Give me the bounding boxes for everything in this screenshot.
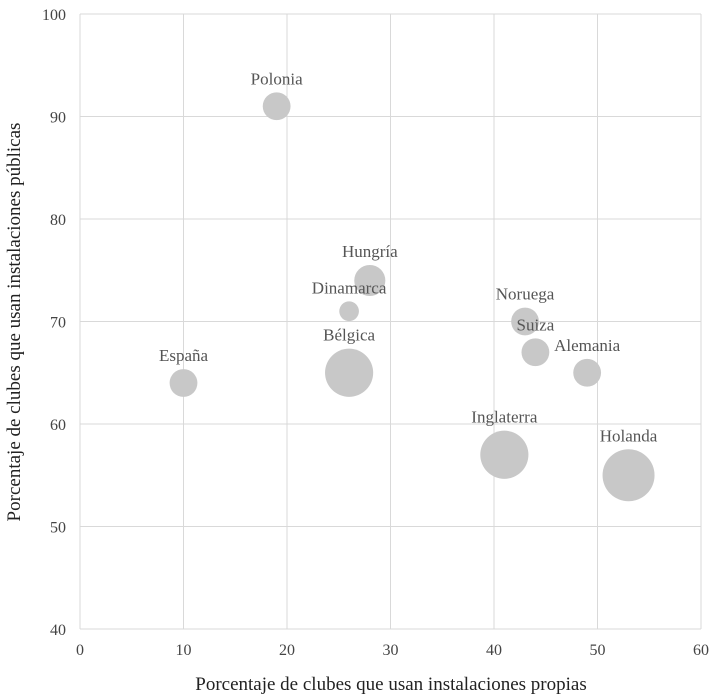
- x-tick-labels: 0 10 20 30 40 50 60: [76, 642, 709, 659]
- bubble-label: Holanda: [600, 426, 658, 445]
- y-tick-labels: 40 50 60 70 80 90 100: [42, 7, 66, 639]
- x-tick-label: 50: [590, 642, 606, 659]
- bubble: [339, 301, 359, 322]
- y-tick-label: 40: [50, 622, 66, 639]
- bubble-label: Dinamarca: [312, 278, 387, 297]
- bubble: [354, 264, 386, 297]
- bubble: [521, 338, 550, 367]
- x-axis-title: Porcentaje de clubes que usan instalacio…: [195, 674, 587, 695]
- grid-lines: [79, 13, 702, 630]
- bubble: [602, 449, 655, 502]
- bubble-label: Inglaterra: [471, 408, 538, 427]
- bubble-label: Alemania: [554, 336, 621, 355]
- bubble: [480, 430, 529, 479]
- bubble-label: Hungría: [342, 242, 398, 261]
- y-axis-title: Porcentaje de clubes que usan instalacio…: [4, 123, 25, 522]
- bubble-label: Bélgica: [323, 326, 375, 345]
- y-tick-label: 50: [50, 520, 66, 537]
- x-tick-label: 0: [76, 642, 84, 659]
- bubble: [262, 92, 291, 121]
- bubble-label: Polonia: [251, 69, 303, 88]
- y-tick-label: 70: [50, 315, 66, 332]
- bubble-label: Noruega: [496, 285, 555, 304]
- y-tick-label: 100: [42, 7, 66, 24]
- x-tick-label: 60: [693, 642, 709, 659]
- x-tick-label: 40: [486, 642, 502, 659]
- x-tick-label: 20: [279, 642, 295, 659]
- y-tick-label: 60: [50, 417, 66, 434]
- y-tick-label: 80: [50, 212, 66, 229]
- y-tick-label: 90: [50, 110, 66, 127]
- bubble: [169, 369, 198, 397]
- bubble-labels: Polonia Hungría Dinamarca Noruega Bélgica Sui…: [159, 69, 658, 445]
- bubble-label: Suiza: [517, 315, 555, 334]
- bubble-label: España: [159, 346, 209, 365]
- x-tick-label: 10: [176, 642, 192, 659]
- bubble: [325, 348, 374, 397]
- x-tick-label: 30: [383, 642, 399, 659]
- bubble: [511, 307, 539, 336]
- bubble: [573, 358, 602, 387]
- bubbles: [169, 92, 655, 502]
